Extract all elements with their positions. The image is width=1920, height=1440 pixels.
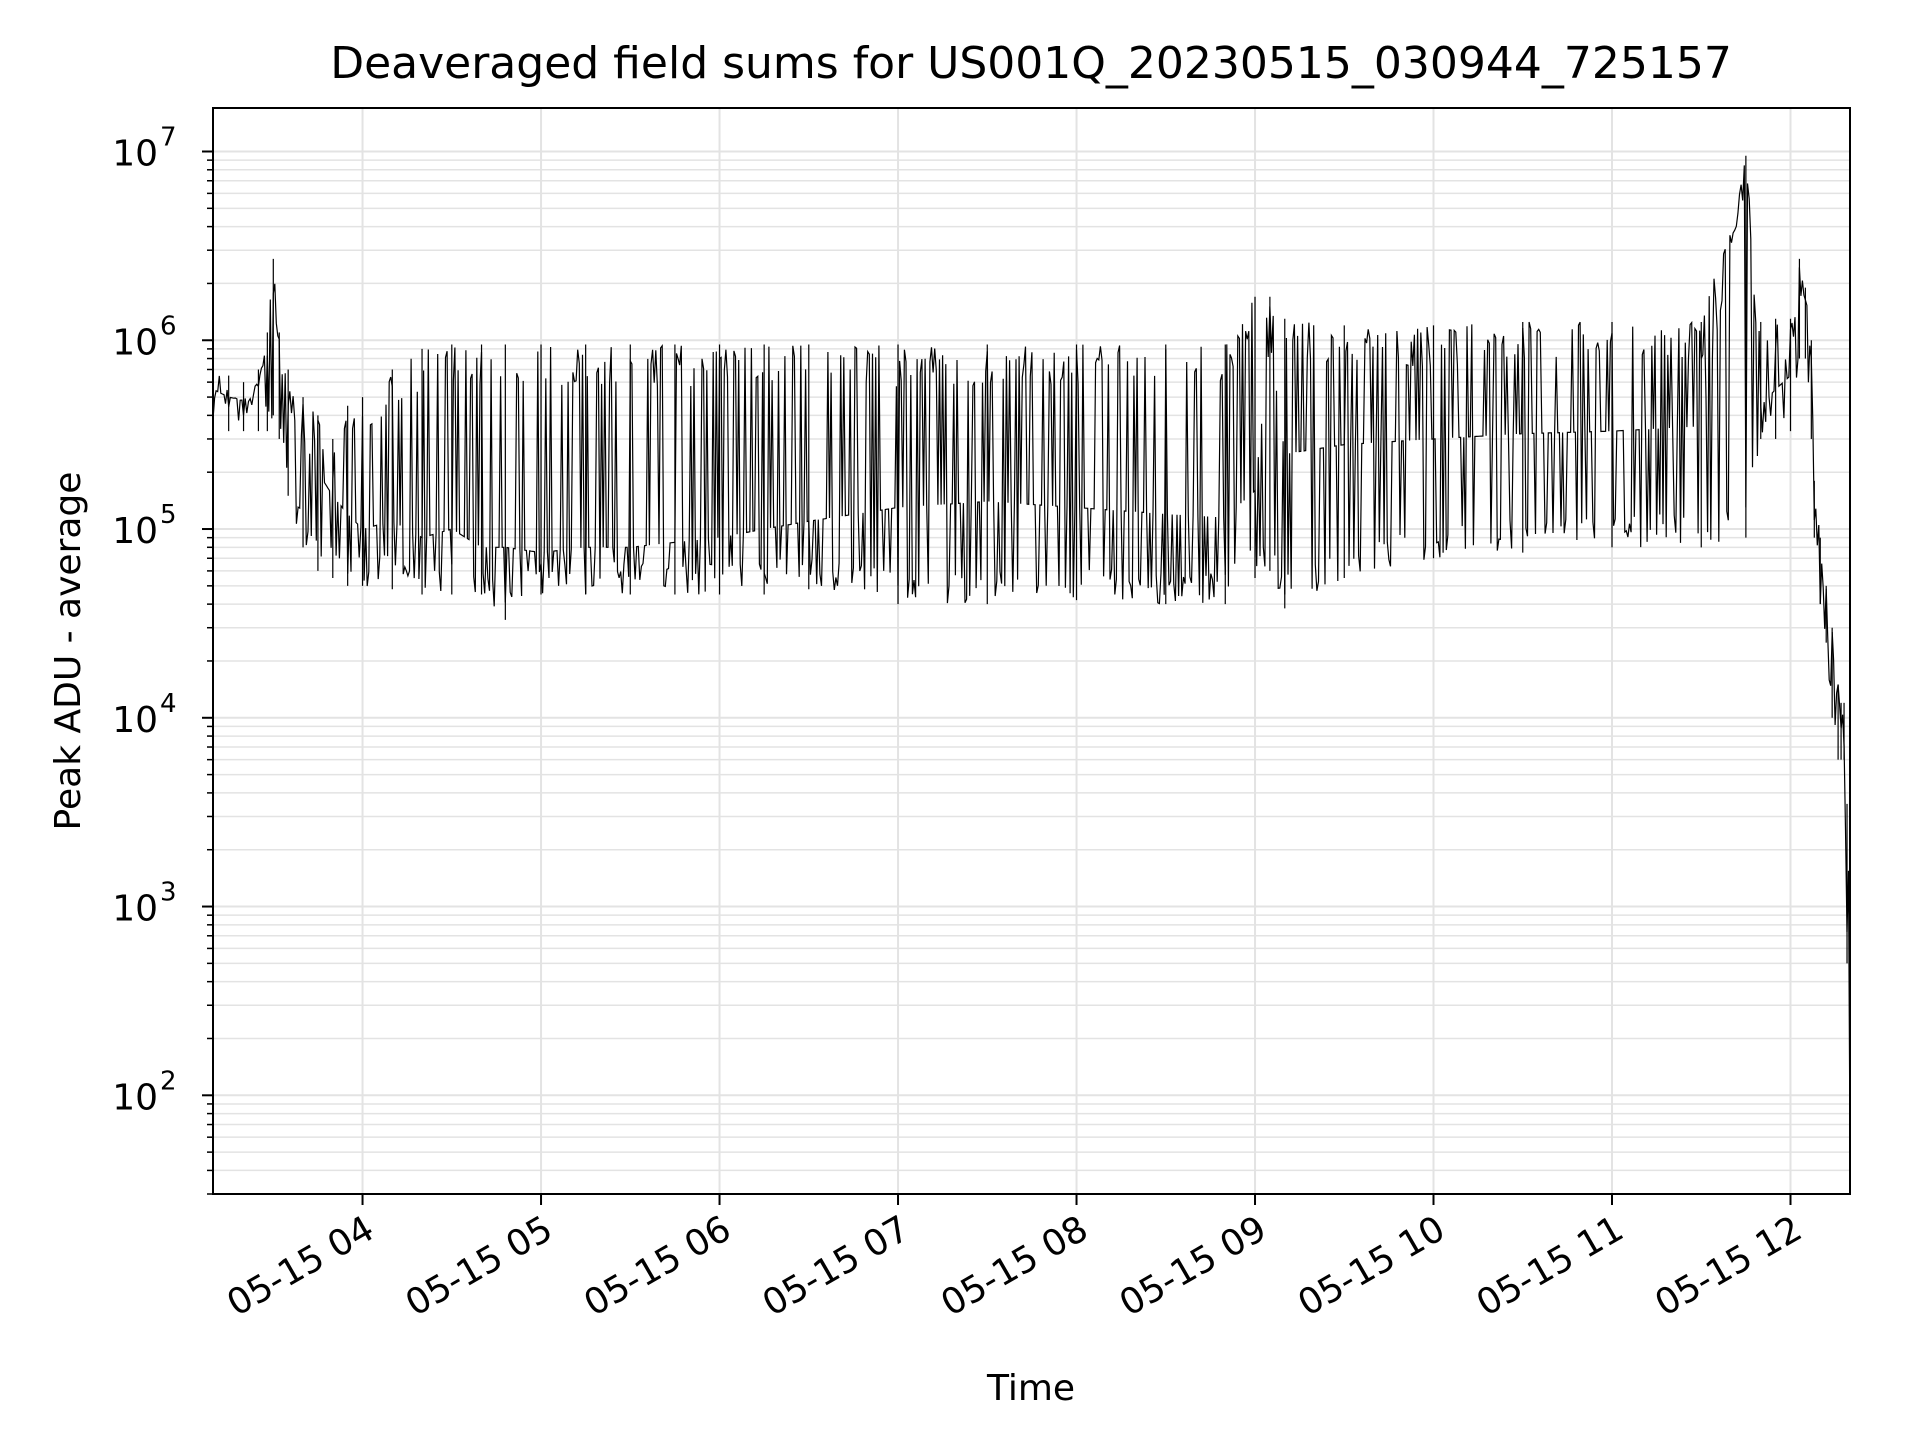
y-tick-label: 10 [112,133,158,174]
y-tick-label: 10 [112,700,158,741]
x-tick-label: 05-15 05 [399,1208,560,1324]
y-tick-exponent: 5 [160,500,177,530]
x-tick-label: 05-15 07 [756,1208,917,1324]
x-tick-label: 05-15 06 [577,1208,738,1324]
x-axis-label: Time [986,1368,1075,1409]
chart-title: Deaveraged field sums for US001Q_2023051… [330,38,1732,89]
y-tick-exponent: 7 [160,122,177,152]
y-tick-exponent: 6 [160,311,177,341]
series-line [212,165,1851,1153]
x-tick-label: 05-15 08 [934,1208,1095,1324]
series-band [212,155,1851,1153]
y-tick-label: 10 [112,1077,158,1118]
x-tick-label: 05-15 04 [220,1208,381,1324]
x-tick-label: 05-15 11 [1470,1208,1631,1324]
y-axis-label: Peak ADU - average [48,472,89,831]
plot-area [212,107,1851,1195]
x-tick-label: 05-15 10 [1291,1208,1452,1324]
y-tick-label: 10 [112,322,158,363]
y-tick-exponent: 4 [160,689,177,719]
x-axis-ticks: 05-15 04 05-15 05 05-15 06 05-15 07 05-15 08… [220,1194,1809,1325]
x-tick-label: 05-15 12 [1648,1208,1809,1324]
y-tick-label: 10 [112,511,158,552]
grid [207,108,1850,1195]
y-tick-exponent: 2 [160,1066,177,1096]
y-tick-exponent: 3 [160,878,177,908]
y-tick-label: 10 [112,889,158,930]
x-tick-label: 05-15 09 [1113,1208,1274,1324]
